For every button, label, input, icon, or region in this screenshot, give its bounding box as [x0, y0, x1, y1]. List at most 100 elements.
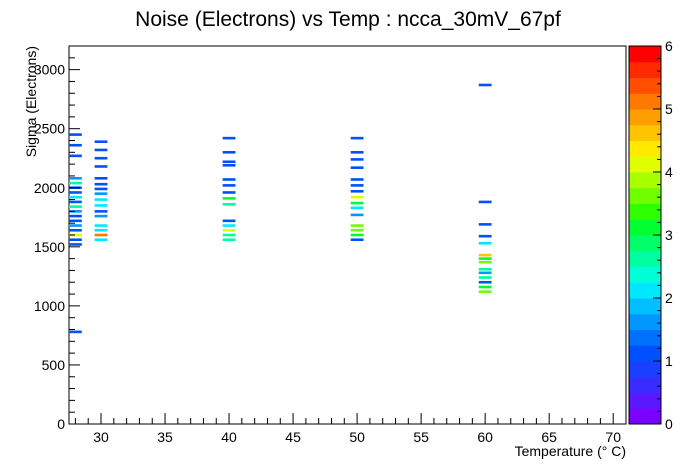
- heatmap-bin: [350, 206, 364, 210]
- heatmap-bin: [69, 205, 82, 208]
- heatmap-bin: [222, 191, 236, 194]
- plot-frame-border: [68, 45, 627, 425]
- palette-swatch: [629, 266, 661, 283]
- heatmap-bin: [69, 143, 82, 147]
- chart-title: Noise (Electrons) vs Temp : ncca_30mV_67…: [135, 8, 561, 31]
- y-tick-label: 1000: [34, 298, 65, 314]
- heatmap-bin: [478, 271, 492, 275]
- palette-swatch: [629, 235, 661, 252]
- z-tick-label: 3: [665, 227, 673, 243]
- palette-swatch: [629, 46, 661, 63]
- heatmap-bin: [69, 154, 82, 158]
- heatmap-bin: [478, 267, 492, 271]
- heatmap-bin: [478, 234, 492, 238]
- heatmap-bin: [222, 160, 236, 164]
- heatmap-bin: [94, 224, 108, 227]
- heatmap-bin: [69, 191, 82, 194]
- heatmap-bin: [94, 192, 108, 195]
- x-axis: 30 35 40 45 50 55 60 65 70: [74, 413, 627, 445]
- x-tick-label: 70: [605, 429, 621, 445]
- heatmap-bin: [69, 133, 82, 136]
- heatmap-bin: [222, 202, 236, 206]
- heatmap-bin: [94, 238, 108, 242]
- heatmap-bin: [94, 156, 108, 160]
- heatmap-bin: [69, 233, 82, 237]
- heatmap-bin: [478, 241, 492, 245]
- y-tick-label: 2500: [34, 121, 65, 137]
- palette-swatch: [629, 376, 661, 393]
- color-palette: 0 1 2 3 4 5 6: [628, 38, 673, 432]
- x-tick-label: 55: [413, 429, 429, 445]
- palette-swatch: [629, 392, 661, 409]
- heatmap-bin: [69, 200, 82, 204]
- heatmap-bin: [350, 224, 364, 227]
- palette-swatch: [629, 93, 661, 110]
- heatmap-bin: [94, 177, 108, 180]
- x-tick-label: 60: [477, 429, 493, 445]
- heatmap-bin: [350, 151, 364, 154]
- heatmap-bin: [478, 83, 492, 87]
- heatmap-bin: [69, 224, 82, 227]
- heatmap-bin: [94, 214, 108, 218]
- heatmap-bin: [69, 228, 82, 232]
- heatmap-bin: [69, 238, 82, 242]
- heatmap-bin: [350, 166, 364, 169]
- heatmap-bin: [94, 198, 108, 201]
- heatmap-bin: [350, 189, 364, 193]
- palette-swatch: [629, 61, 661, 78]
- palette-swatch: [629, 361, 661, 378]
- heatmap-bin: [350, 228, 364, 232]
- palette-swatch: [629, 329, 661, 346]
- palette-swatch: [629, 187, 661, 204]
- heatmap-bin: [222, 164, 236, 167]
- heatmap-bin: [94, 204, 108, 207]
- z-tick-label: 4: [665, 164, 673, 180]
- heatmap-bin: [94, 165, 108, 168]
- x-axis-label: Temperature (° C): [515, 443, 626, 459]
- heatmap-bin: [222, 197, 236, 200]
- heatmap-bins: [69, 83, 492, 334]
- heatmap-bin: [69, 195, 82, 199]
- z-tick-label: 6: [665, 38, 673, 54]
- heatmap-bin: [94, 210, 108, 213]
- heatmap-bin: [222, 184, 236, 187]
- heatmap-bin: [350, 213, 364, 217]
- heatmap-bin: [350, 195, 364, 199]
- x-tick-label: 40: [221, 429, 237, 445]
- y-tick-label: 0: [57, 416, 65, 432]
- heatmap-bin: [478, 257, 492, 260]
- heatmap-bin: [222, 228, 236, 232]
- palette-swatch: [629, 109, 661, 126]
- heatmap-bin: [222, 233, 236, 237]
- palette-swatch: [629, 77, 661, 94]
- heatmap-bin: [69, 219, 82, 223]
- heatmap-bin: [94, 182, 108, 186]
- y-axis-label: Sigma (Electrons): [23, 46, 39, 157]
- y-axis: 0 500 1000 1500 2000 2500 3000: [34, 45, 80, 432]
- heatmap-bin: [478, 290, 492, 293]
- heatmap-bin: [69, 243, 82, 246]
- heatmap-bin: [69, 330, 82, 334]
- heatmap-bin: [478, 280, 492, 284]
- x-tick-label: 65: [541, 429, 557, 445]
- heatmap-bin: [350, 201, 364, 205]
- heatmap-bin: [350, 136, 364, 140]
- heatmap-bin: [94, 187, 108, 191]
- heatmap-bin: [94, 148, 108, 152]
- z-tick-label: 0: [665, 416, 673, 432]
- heatmap-bin: [94, 228, 108, 232]
- heatmap-bin: [69, 210, 82, 213]
- palette-swatch: [629, 124, 661, 141]
- palette-swatch: [629, 345, 661, 362]
- heatmap-bin: [350, 238, 364, 242]
- y-tick-label: 2000: [34, 180, 65, 196]
- heatmap-bin: [350, 158, 364, 161]
- y-tick-label: 3000: [34, 62, 65, 78]
- heatmap-bin: [478, 223, 492, 226]
- heatmap-bin: [478, 276, 492, 279]
- z-tick-label: 1: [665, 353, 673, 369]
- heatmap-bin: [69, 214, 82, 218]
- heatmap-bin: [222, 178, 236, 181]
- heatmap-bin: [69, 177, 82, 180]
